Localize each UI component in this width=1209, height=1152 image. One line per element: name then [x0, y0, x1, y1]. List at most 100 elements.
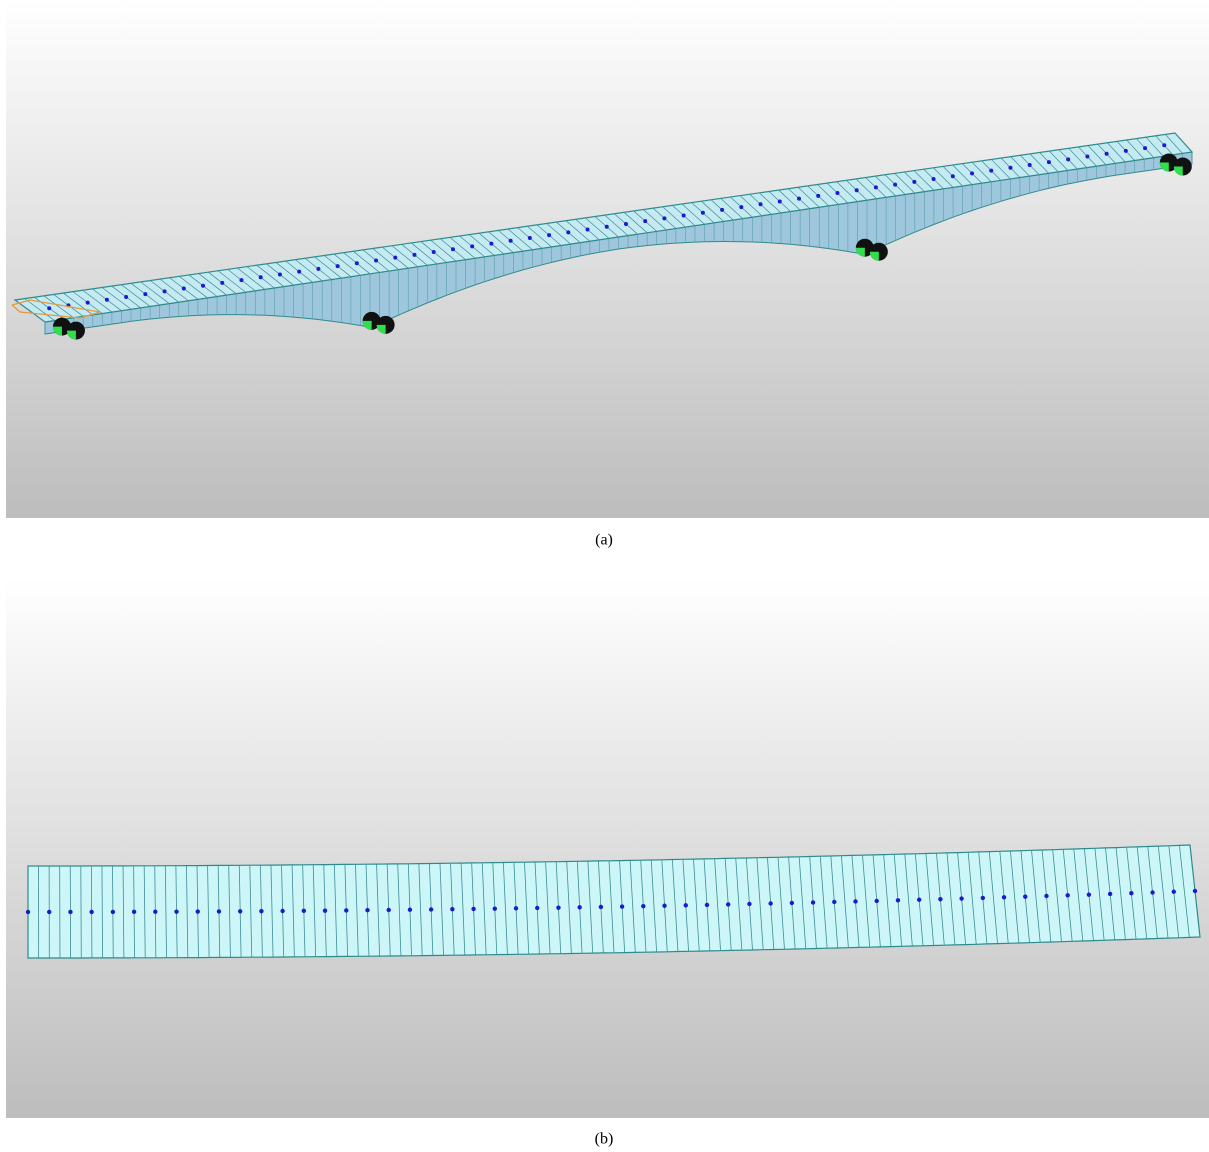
node	[853, 899, 857, 903]
node	[1028, 163, 1032, 167]
node	[832, 900, 836, 904]
node	[1193, 889, 1197, 893]
node	[259, 909, 263, 913]
node	[493, 906, 497, 910]
node	[514, 906, 518, 910]
node	[938, 897, 942, 901]
node	[89, 910, 93, 914]
node	[111, 910, 115, 914]
node	[489, 242, 493, 246]
node	[720, 208, 724, 212]
node	[705, 903, 709, 907]
node	[726, 902, 730, 906]
node	[153, 910, 157, 914]
node	[1108, 892, 1112, 896]
node	[556, 905, 560, 909]
node	[811, 900, 815, 904]
node	[374, 258, 378, 262]
node	[1047, 160, 1051, 164]
node	[143, 292, 147, 296]
node	[790, 901, 794, 905]
viewport-a	[6, 0, 1209, 518]
node	[701, 211, 705, 215]
node	[344, 908, 348, 912]
node	[1150, 890, 1154, 894]
node	[278, 272, 282, 276]
node	[989, 169, 993, 173]
node	[917, 898, 921, 902]
node	[778, 199, 782, 203]
node	[86, 301, 90, 305]
node	[220, 281, 224, 285]
node	[875, 899, 879, 903]
node	[586, 228, 590, 232]
node	[682, 214, 686, 218]
node	[432, 250, 436, 254]
node	[1085, 155, 1089, 159]
node	[893, 183, 897, 187]
node	[471, 907, 475, 911]
node	[912, 180, 916, 184]
node	[47, 910, 51, 914]
node	[163, 289, 167, 293]
node	[547, 233, 551, 237]
node	[1162, 143, 1166, 147]
node	[174, 909, 178, 913]
node	[816, 194, 820, 198]
node	[217, 909, 221, 913]
node	[641, 904, 645, 908]
node	[450, 907, 454, 911]
node	[393, 256, 397, 260]
node	[759, 202, 763, 206]
node	[182, 287, 186, 291]
node	[429, 907, 433, 911]
node	[336, 264, 340, 268]
node	[1124, 149, 1128, 153]
node	[599, 905, 603, 909]
node	[739, 205, 743, 209]
node	[316, 267, 320, 271]
node	[1129, 891, 1133, 895]
node	[302, 909, 306, 913]
node	[797, 197, 801, 201]
node	[1143, 146, 1147, 150]
node	[1065, 893, 1069, 897]
node	[662, 904, 666, 908]
node	[365, 908, 369, 912]
node	[896, 898, 900, 902]
node	[684, 903, 688, 907]
node	[768, 901, 772, 905]
node	[577, 905, 581, 909]
node	[951, 174, 955, 178]
node	[605, 225, 609, 229]
node	[509, 239, 513, 243]
node	[323, 908, 327, 912]
node	[68, 910, 72, 914]
node	[259, 275, 263, 279]
node	[643, 219, 647, 223]
node	[959, 896, 963, 900]
node	[470, 244, 474, 248]
node	[1105, 152, 1109, 156]
page: (a) (b) (() => { const data = JSON.parse…	[0, 0, 1209, 1152]
node	[47, 306, 51, 310]
node	[1172, 890, 1176, 894]
node	[662, 216, 666, 220]
node	[26, 910, 30, 914]
node	[408, 908, 412, 912]
node	[624, 222, 628, 226]
node	[855, 188, 859, 192]
caption: (b)	[595, 1131, 614, 1148]
node	[874, 185, 878, 189]
node	[970, 171, 974, 175]
node	[535, 906, 539, 910]
node	[201, 284, 205, 288]
node	[238, 909, 242, 913]
node	[1002, 895, 1006, 899]
node	[747, 902, 751, 906]
node	[1008, 166, 1012, 170]
figure: (a) (b)	[0, 0, 1209, 1152]
node	[297, 270, 301, 274]
caption: (a)	[595, 532, 613, 549]
node	[355, 261, 359, 265]
